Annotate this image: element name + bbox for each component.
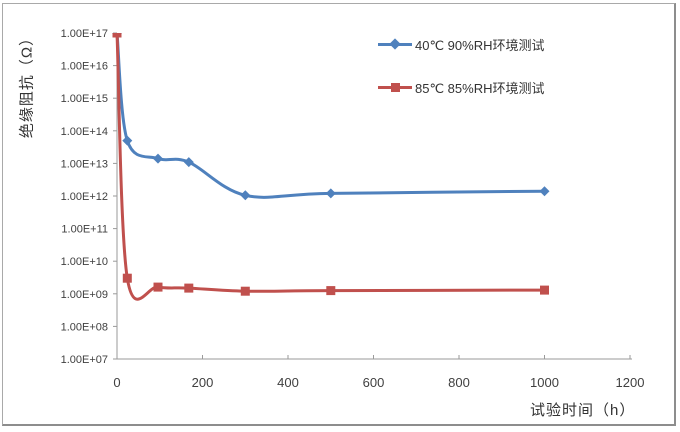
diamond-data-marker	[539, 186, 550, 197]
diamond-data-marker	[183, 157, 194, 168]
series2-line-sample	[378, 81, 412, 93]
y-axis-title: 绝缘阻抗（Ω）	[18, 29, 36, 139]
legend-entry-40c: 40℃ 90%RH环境测试	[378, 34, 544, 54]
y-tick-label: 1.00E+09	[61, 289, 108, 301]
square-data-marker	[540, 285, 549, 295]
legend-label-85c: 85℃ 85%RH环境测试	[415, 80, 545, 96]
x-tick-label: 1000	[530, 375, 559, 390]
diamond-data-marker	[240, 190, 251, 201]
square-data-marker	[153, 282, 163, 292]
axis-lines	[116, 33, 632, 360]
x-axis-title: 试验时间（h）	[530, 402, 636, 419]
x-tick-label: 200	[192, 375, 214, 390]
x-tick-label: 1200	[616, 375, 645, 390]
y-tick-label: 1.00E+14	[61, 126, 108, 138]
square-data-marker	[240, 286, 250, 296]
x-tick-label: 600	[363, 375, 385, 390]
x-tick-label: 0	[113, 375, 120, 390]
y-tick-label: 1.00E+11	[61, 224, 108, 236]
diamond-data-marker	[122, 135, 133, 146]
y-tick-label: 1.00E+08	[61, 321, 108, 333]
diamond-data-marker	[153, 153, 163, 164]
square-data-marker	[112, 33, 122, 38]
diamond-marker-icon	[389, 38, 401, 50]
y-tick-label: 1.00E+16	[61, 61, 108, 73]
y-tick-label: 1.00E+17	[61, 28, 108, 40]
y-tick-label: 1.00E+13	[61, 158, 108, 170]
diamond-data-marker	[325, 188, 336, 199]
square-data-marker	[122, 273, 132, 283]
y-tick-label: 1.00E+12	[61, 191, 108, 203]
y-tick-label: 1.00E+10	[61, 256, 108, 268]
legend-label-40c: 40℃ 90%RH环境测试	[415, 37, 545, 53]
x-tick-label: 400	[277, 375, 299, 390]
y-tick-label: 1.00E+07	[61, 354, 108, 366]
y-tick-label: 1.00E+15	[61, 93, 108, 105]
legend: 40℃ 90%RH环境测试 85℃ 85%RH环境测试	[378, 34, 544, 120]
x-tick-label: 800	[448, 375, 470, 390]
square-data-marker	[184, 283, 194, 293]
square-marker-icon	[391, 82, 400, 92]
legend-entry-85c: 85℃ 85%RH环境测试	[378, 77, 544, 97]
square-data-marker	[326, 286, 336, 296]
series1-line-sample	[378, 38, 412, 50]
